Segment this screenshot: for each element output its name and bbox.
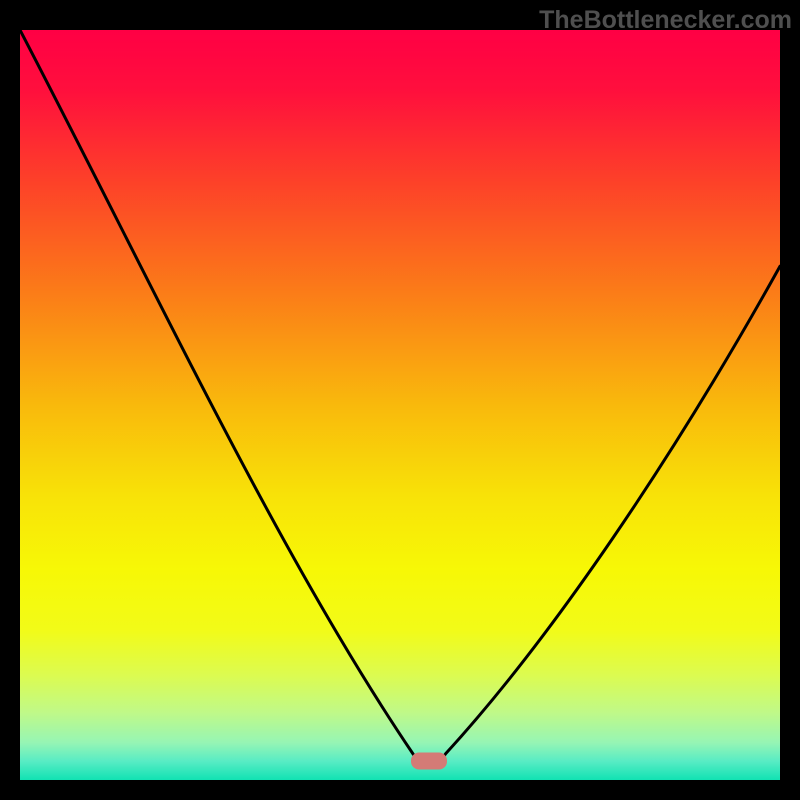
plot-area (20, 30, 780, 780)
optimum-marker (411, 753, 447, 770)
chart-container: TheBottlenecker.com (0, 0, 800, 800)
curve-path (20, 30, 780, 767)
watermark-text: TheBottlenecker.com (539, 6, 792, 35)
bottleneck-curve (20, 30, 780, 780)
